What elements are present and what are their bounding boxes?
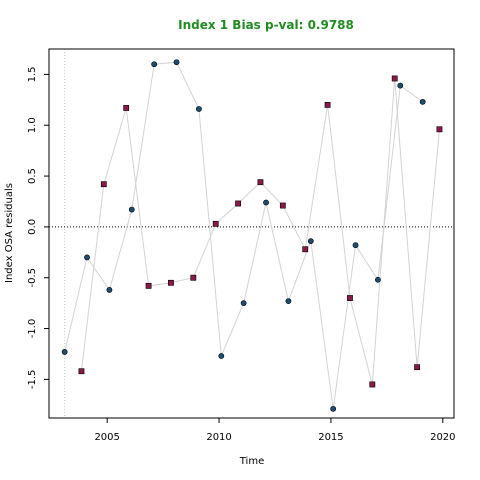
data-point [391,75,398,82]
data-point [61,349,68,355]
data-point [307,238,314,245]
y-tick-label: -1.0 [27,319,38,339]
x-tick-label: 2005 [94,432,119,443]
data-point [375,276,381,283]
data-point [279,202,286,209]
data-point [173,59,180,66]
x-tick-label: 2010 [206,432,231,443]
y-tick-label: 0.5 [27,168,38,184]
y-tick-label: -0.5 [27,268,38,288]
data-point [369,381,376,388]
y-tick-label: 1.0 [27,117,38,133]
y-tick-label: -1.5 [27,370,38,390]
data-point [263,199,269,206]
data-point [240,300,247,307]
data-point [84,254,90,261]
data-point [151,61,158,68]
data-point [436,126,443,133]
data-point [235,200,241,207]
data-point [100,181,107,188]
data-point [330,405,337,412]
data-point [397,82,404,89]
data-point [347,295,353,301]
plot-area [49,49,454,418]
data-point [324,102,331,108]
chart-title: Index 1 Bias p-val: 0.9788 [178,18,354,32]
y-tick-label: 0.0 [27,219,38,235]
data-point [145,282,152,289]
data-point [218,353,225,359]
plot-frame [48,48,455,419]
data-point [190,274,197,281]
data-point [257,179,264,186]
data-point [285,298,292,304]
data-point [196,106,202,112]
data-point [352,242,359,249]
y-axis-label: Index OSA residuals [4,183,15,283]
x-axis-label: Time [239,456,264,467]
data-point [78,368,85,375]
data-point [106,287,113,293]
data-point [414,364,420,371]
x-tick-label: 2015 [318,432,343,443]
data-point [123,105,130,111]
x-tick-label: 2020 [430,432,455,443]
data-point [168,279,174,286]
data-point [128,206,135,213]
data-point [419,98,426,105]
data-point [302,246,309,253]
data-point [212,220,219,227]
y-tick-label: 1.5 [27,66,38,82]
